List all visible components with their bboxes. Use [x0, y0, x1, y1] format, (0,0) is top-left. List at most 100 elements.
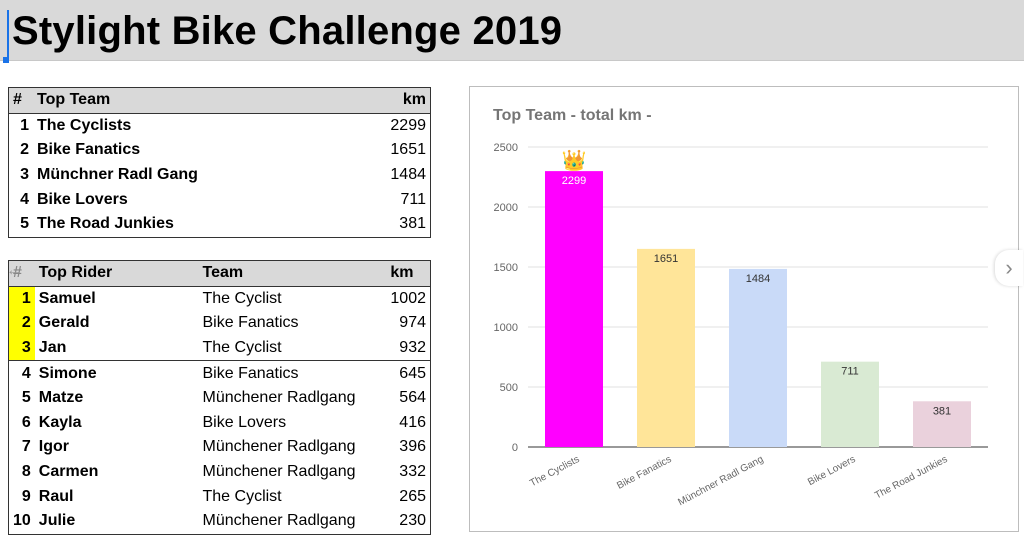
team-cell[interactable]: Bike Lovers	[202, 413, 287, 431]
km-cell[interactable]: 1002	[390, 289, 426, 307]
team-cell[interactable]: Bike Lovers	[37, 190, 128, 208]
rank-cell[interactable]: 4	[20, 190, 29, 208]
rank-cell[interactable]: 2	[20, 141, 29, 159]
rider-cell[interactable]: Kayla	[38, 413, 82, 431]
table-row[interactable]: 8 Carmen Münchener Radlgang 332	[9, 460, 431, 485]
rider-cell[interactable]: Simone	[38, 364, 97, 382]
km-cell[interactable]: 2299	[390, 116, 426, 134]
rank-cell[interactable]: 5	[21, 389, 31, 407]
team-cell[interactable]: Münchener Radlgang	[202, 389, 356, 407]
rank-cell[interactable]: 8	[21, 463, 31, 481]
back-arrow-icon[interactable]: ←	[6, 262, 22, 279]
rider-cell[interactable]: Julie	[38, 512, 76, 530]
team-cell[interactable]: The Cyclists	[37, 116, 132, 134]
team-header[interactable]: Team	[198, 260, 387, 287]
sheet-title[interactable]: Stylight Bike Challenge 2019	[12, 9, 563, 53]
rank-cell[interactable]: 2	[8, 311, 35, 336]
team-cell[interactable]: Münchener Radlgang	[202, 438, 356, 456]
km-header[interactable]: km	[386, 260, 431, 287]
team-cell[interactable]: Münchner Radl Gang	[37, 166, 198, 184]
data-label: 1484	[746, 273, 770, 285]
team-cell[interactable]: Bike Fanatics	[202, 364, 299, 382]
table-row[interactable]: 5 Matze Münchener Radlgang 564	[9, 386, 431, 411]
top-team-table: # Top Team km 1 The Cyclists 2299 2 Bike Fa…	[8, 87, 431, 238]
rider-cell[interactable]: Jan	[34, 335, 199, 362]
rider-cell[interactable]: Carmen	[38, 463, 99, 481]
rank-cell[interactable]: 9	[21, 487, 31, 505]
rank-header[interactable]: #	[8, 87, 33, 114]
rank-cell[interactable]: 1	[20, 116, 29, 134]
rider-cell[interactable]: Samuel	[38, 289, 96, 307]
team-cell[interactable]: The Road Junkies	[37, 215, 174, 233]
km-cell[interactable]: 265	[399, 487, 426, 505]
table-row[interactable]: 2 Gerald Bike Fanatics 974	[8, 311, 431, 336]
team-cell[interactable]: The Cyclist	[198, 335, 387, 362]
bar	[637, 248, 695, 447]
y-tick-label: 2500	[494, 142, 518, 154]
table-row[interactable]: 5 The Road Junkies 381	[9, 212, 431, 237]
km-cell[interactable]: 974	[399, 314, 426, 332]
table-row[interactable]: 3 Münchner Radl Gang 1484	[9, 163, 431, 188]
km-cell[interactable]: 1651	[390, 141, 426, 159]
data-label: 381	[933, 405, 951, 417]
rank-cell[interactable]: 10	[13, 512, 31, 530]
y-tick-label: 500	[500, 382, 518, 394]
bar	[545, 171, 603, 447]
team-cell[interactable]: Münchener Radlgang	[202, 512, 356, 530]
km-cell[interactable]: 416	[399, 413, 426, 431]
km-header[interactable]: km	[348, 87, 431, 114]
rider-cell[interactable]: Igor	[38, 438, 70, 456]
km-cell[interactable]: 230	[399, 512, 426, 530]
chart-container[interactable]: Top Team - total km - 0 500 1000 1500 2000 25…	[469, 86, 1019, 532]
bar	[729, 268, 787, 447]
km-cell[interactable]: 711	[400, 190, 426, 208]
title-bar: Stylight Bike Challenge 2019	[0, 0, 1024, 63]
rank-cell[interactable]: 6	[21, 413, 31, 431]
table-header-row: # Top Team km	[8, 87, 431, 114]
km-cell[interactable]: 1484	[390, 166, 426, 184]
next-arrow-icon[interactable]: ›	[995, 250, 1023, 286]
rider-cell[interactable]: Matze	[38, 389, 84, 407]
rank-cell[interactable]: 1	[8, 286, 35, 312]
selection-handle[interactable]	[3, 57, 9, 63]
km-cell[interactable]: 381	[399, 215, 426, 233]
table-row[interactable]: 4 Simone Bike Fanatics 645	[9, 361, 431, 386]
team-cell[interactable]: The Cyclist	[202, 289, 282, 307]
table-row[interactable]: 7 Igor Münchener Radlgang 396	[9, 435, 431, 460]
y-tick-label: 1500	[494, 262, 518, 274]
km-cell[interactable]: 396	[399, 438, 426, 456]
table-row[interactable]: 10 Julie Münchener Radlgang 230	[9, 509, 431, 534]
y-tick-label: 1000	[494, 322, 518, 334]
rank-cell[interactable]: 7	[21, 438, 31, 456]
table-row[interactable]: 4 Bike Lovers 711	[9, 187, 431, 212]
table-row[interactable]: 1 The Cyclists 2299	[9, 113, 431, 138]
rank-cell[interactable]: 5	[20, 215, 29, 233]
y-tick-label: 0	[512, 442, 518, 454]
km-cell[interactable]: 332	[399, 463, 426, 481]
data-label: 2299	[562, 175, 586, 187]
chart-title: Top Team - total km -	[493, 107, 652, 124]
rank-header[interactable]: #	[8, 260, 35, 287]
team-header[interactable]: Top Team	[33, 87, 349, 114]
rank-cell[interactable]: 3	[20, 166, 29, 184]
team-cell[interactable]: The Cyclist	[202, 487, 282, 505]
rider-cell[interactable]: Raul	[38, 487, 74, 505]
table-row[interactable]: 2 Bike Fanatics 1651	[9, 138, 431, 163]
y-tick-label: 2000	[494, 202, 518, 214]
table-row[interactable]: 1 Samuel The Cyclist 1002	[8, 286, 431, 312]
rank-cell[interactable]: 4	[21, 364, 31, 382]
x-tick-label: Bike Lovers	[806, 454, 857, 488]
km-cell[interactable]: 564	[399, 389, 426, 407]
table-row[interactable]: 6 Kayla Bike Lovers 416	[9, 411, 431, 436]
rank-cell[interactable]: 3	[8, 335, 35, 362]
x-tick-label: Münchner Radl Gang	[676, 454, 765, 508]
rider-header[interactable]: Top Rider	[34, 260, 199, 287]
team-cell[interactable]: Bike Fanatics	[37, 141, 141, 159]
table-row[interactable]: 3 Jan The Cyclist 932	[8, 335, 431, 362]
team-cell[interactable]: Münchener Radlgang	[202, 463, 356, 481]
table-row[interactable]: 9 Raul The Cyclist 265	[9, 484, 431, 509]
km-cell[interactable]: 645	[399, 364, 426, 382]
team-cell[interactable]: Bike Fanatics	[202, 314, 299, 332]
km-cell[interactable]: 932	[386, 335, 431, 362]
rider-cell[interactable]: Gerald	[38, 314, 90, 332]
